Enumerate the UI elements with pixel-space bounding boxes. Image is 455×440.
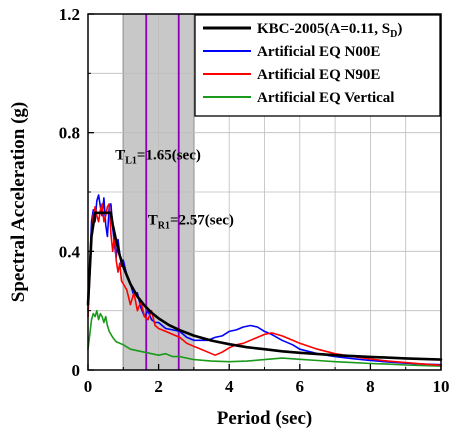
y-tick-label: 1.2 xyxy=(59,5,80,24)
period-annotation-1: TL1=1.65(sec) xyxy=(115,147,201,166)
legend-label-1: KBC-2005(A=0.11, SD) xyxy=(257,21,402,40)
x-tick-label: 10 xyxy=(433,377,450,396)
y-tick-label: 0 xyxy=(72,361,81,380)
x-tick-label: 2 xyxy=(154,377,163,396)
y-axis-title: Spectral Acceleration (g) xyxy=(8,102,29,302)
series-line-3 xyxy=(87,203,442,367)
x-axis-title: Period (sec) xyxy=(217,408,312,429)
period-annotation-2: TR1=2.57(sec) xyxy=(148,213,234,232)
y-tick-label: 0.4 xyxy=(59,242,81,261)
x-tick-label: 6 xyxy=(296,377,305,396)
y-tick-label: 0.8 xyxy=(59,124,80,143)
x-tick-label: 8 xyxy=(366,377,375,396)
legend-label-4: Artificial EQ Vertical xyxy=(257,90,394,106)
x-tick-label: 4 xyxy=(225,377,234,396)
legend-label-2: Artificial EQ N00E xyxy=(257,44,380,60)
x-tick-label: 0 xyxy=(84,377,93,396)
legend-box xyxy=(194,14,441,117)
legend-label-3: Artificial EQ N90E xyxy=(257,67,380,83)
series-line-1 xyxy=(86,211,443,361)
series-line-4 xyxy=(87,309,442,367)
